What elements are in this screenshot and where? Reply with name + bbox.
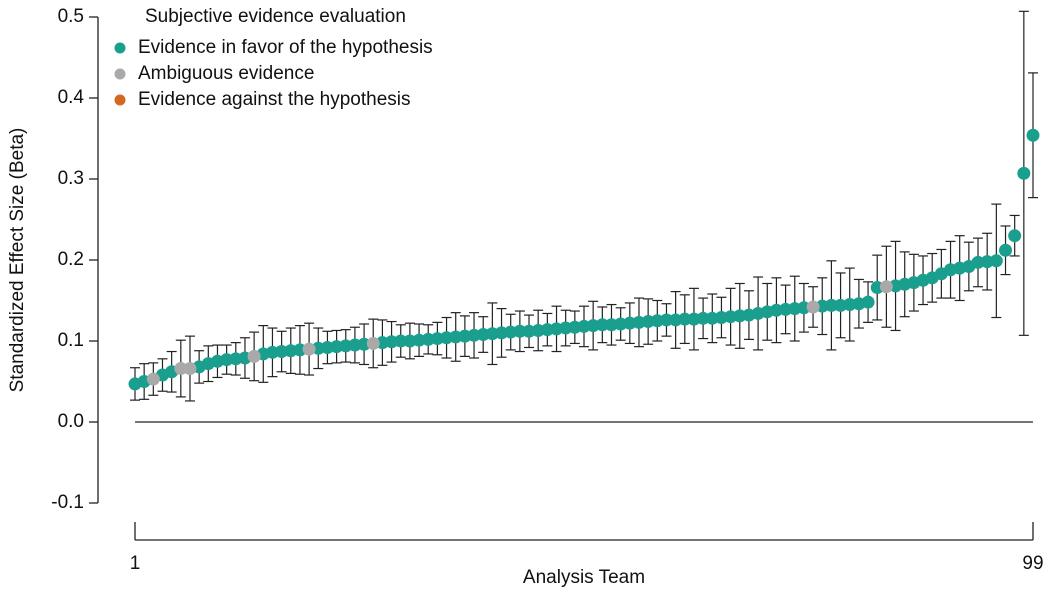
legend-label: Evidence in favor of the hypothesis [138, 37, 433, 58]
legend-swatch [114, 42, 126, 54]
legend-label: Evidence against the hypothesis [138, 89, 411, 110]
point [1017, 166, 1031, 180]
point [174, 362, 188, 376]
y-axis-title: Standardized Effect Size (Beta) [7, 128, 28, 393]
point [595, 318, 609, 332]
point [513, 324, 527, 338]
point [1008, 229, 1022, 243]
y-tick-label: 0.2 [58, 249, 84, 270]
point [678, 312, 692, 326]
y-tick-label: 0.4 [58, 87, 85, 108]
point [879, 280, 893, 294]
point [824, 298, 838, 312]
point [696, 311, 710, 325]
point [302, 342, 316, 356]
legend-title: Subjective evidence evaluation [145, 6, 406, 27]
y-tick-label: 0.1 [58, 330, 84, 351]
legend-swatch [114, 94, 126, 106]
point [247, 349, 261, 363]
point [1026, 128, 1040, 142]
legend-swatch [114, 68, 126, 80]
point [183, 362, 197, 376]
point [366, 336, 380, 350]
legend-label: Ambiguous evidence [138, 63, 314, 84]
y-tick-label: 0.5 [58, 6, 84, 27]
point [861, 295, 875, 309]
x-tick-label: 1 [130, 553, 141, 574]
x-axis-title: Analysis Team [523, 567, 645, 588]
y-tick-label: 0.3 [58, 168, 84, 189]
point [146, 372, 160, 386]
point [999, 243, 1013, 257]
point [394, 334, 408, 348]
x-tick-label: 99 [1022, 553, 1043, 574]
point [659, 313, 673, 327]
y-tick-label: 0.0 [58, 411, 84, 432]
point [806, 300, 820, 314]
y-tick-label: -0.1 [51, 492, 84, 513]
point [989, 254, 1003, 268]
